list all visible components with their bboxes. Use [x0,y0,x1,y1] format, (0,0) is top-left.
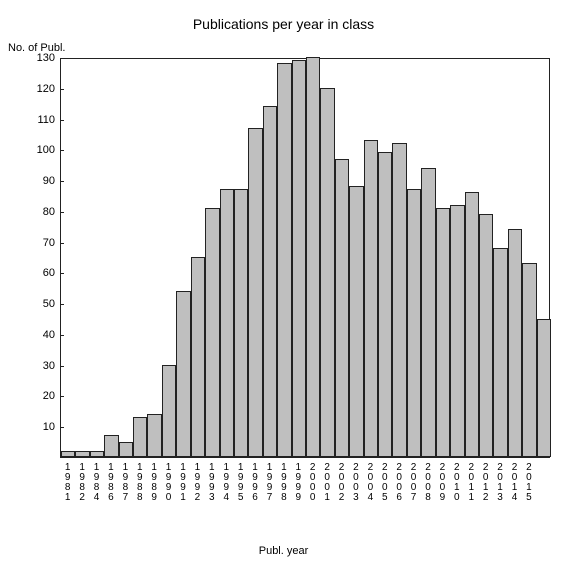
y-tick-mark [60,273,64,274]
x-tick-label: 1992 [192,462,202,502]
y-tick-label: 60 [15,267,55,279]
y-tick-label: 70 [15,237,55,249]
y-tick-mark [60,366,64,367]
y-tick-label: 10 [15,421,55,433]
y-tick-label: 90 [15,175,55,187]
x-tick-label: 1993 [206,462,216,502]
bar [220,189,234,457]
x-tick-label: 2000 [307,462,317,502]
x-tick-label: 2013 [495,462,505,502]
bar [205,208,219,457]
bar [75,451,89,457]
y-tick-label: 110 [15,114,55,126]
bar [176,291,190,457]
x-tick-label: 2015 [523,462,533,502]
bar [522,263,536,457]
bar [277,63,291,457]
x-tick-label: 2006 [394,462,404,502]
x-tick-label: 2012 [480,462,490,502]
x-tick-label: 1981 [62,462,72,502]
x-tick-label: 1994 [221,462,231,502]
x-tick-label: 2007 [408,462,418,502]
bar [90,451,104,457]
x-tick-label: 1986 [105,462,115,502]
bar [263,106,277,457]
y-tick-label: 100 [15,144,55,156]
bar [508,229,522,457]
bar [133,417,147,457]
bar [421,168,435,457]
bar [479,214,493,457]
bar [349,186,363,457]
y-tick-label: 30 [15,360,55,372]
chart-title: Publications per year in class [0,16,567,32]
bar [407,189,421,457]
bar [436,208,450,457]
y-tick-label: 40 [15,329,55,341]
chart-container: Publications per year in class No. of Pu… [0,0,567,567]
bar [465,192,479,457]
x-tick-label: 2008 [423,462,433,502]
x-tick-label: 2014 [509,462,519,502]
x-tick-label: 1998 [278,462,288,502]
y-tick-label: 50 [15,298,55,310]
bar [335,159,349,457]
x-axis-label: Publ. year [0,545,567,557]
bar [147,414,161,457]
bar [493,248,507,457]
bar [248,128,262,457]
x-tick-label: 2003 [350,462,360,502]
x-tick-label: 1984 [91,462,101,502]
bar [537,319,551,457]
x-tick-label: 2011 [466,462,476,502]
bar [119,442,133,457]
bar [364,140,378,457]
y-tick-label: 120 [15,83,55,95]
bar [306,57,320,457]
x-tick-label: 2010 [451,462,461,502]
y-tick-mark [60,212,64,213]
y-tick-mark [60,335,64,336]
x-tick-label: 1988 [134,462,144,502]
bar [191,257,205,457]
x-tick-label: 1987 [120,462,130,502]
bars-group [61,59,549,457]
x-tick-label: 1991 [178,462,188,502]
x-tick-label: 1982 [77,462,87,502]
y-tick-label: 130 [15,52,55,64]
y-tick-mark [60,150,64,151]
bar [162,365,176,457]
y-tick-mark [60,427,64,428]
bar [104,435,118,457]
x-tick-label: 1990 [163,462,173,502]
x-tick-label: 1999 [293,462,303,502]
bar [378,152,392,457]
y-tick-mark [60,396,64,397]
x-tick-label: 1996 [250,462,260,502]
bar [450,205,464,457]
bar [392,143,406,457]
bar [320,88,334,457]
x-tick-label: 2009 [437,462,447,502]
x-tick-label: 1989 [149,462,159,502]
y-tick-mark [60,243,64,244]
plot-area [60,58,550,458]
x-tick-label: 1997 [264,462,274,502]
x-tick-label: 2001 [322,462,332,502]
y-tick-mark [60,120,64,121]
x-tick-label: 2005 [379,462,389,502]
y-tick-label: 80 [15,206,55,218]
y-tick-mark [60,304,64,305]
bar [61,451,75,457]
y-tick-mark [60,58,64,59]
bar [292,60,306,457]
x-tick-label: 1995 [235,462,245,502]
y-tick-label: 20 [15,390,55,402]
y-tick-mark [60,89,64,90]
y-tick-mark [60,181,64,182]
x-tick-label: 2004 [365,462,375,502]
bar [234,189,248,457]
x-tick-label: 2002 [336,462,346,502]
